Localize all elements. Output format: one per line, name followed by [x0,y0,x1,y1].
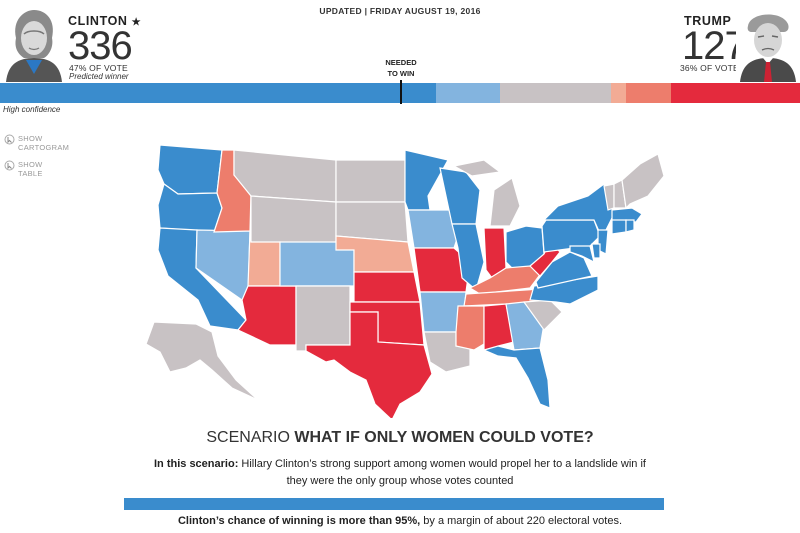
state-az[interactable] [237,285,297,346]
state-nd[interactable] [335,159,406,203]
clinton-vote-share: 47% OF VOTE [69,63,128,73]
state-md[interactable] [569,245,595,264]
scenario-heading: SCENARIO WHAT IF ONLY WOMEN COULD VOTE? [0,429,800,447]
needed-to-win-label: NEEDED TO WIN [376,57,426,79]
state-mi[interactable] [452,159,521,227]
state-mt[interactable] [233,149,337,203]
show-table-toggle[interactable]: SHOW TABLE [4,160,43,178]
show-table-line-2: TABLE [18,169,43,178]
cursor-hand-icon [4,160,15,171]
state-nm[interactable] [295,285,351,352]
clinton-portrait [2,4,64,82]
state-fl[interactable] [482,345,551,409]
show-cartogram-toggle[interactable]: SHOW CARTOGRAM [4,134,69,152]
chance-rest: by a margin of about 220 electoral votes… [423,515,623,527]
state-nc[interactable] [529,275,599,305]
trump-portrait [736,4,798,82]
confidence-label: High confidence [3,105,61,114]
win-probability-text: Clinton’s chance of winning is more than… [0,515,800,527]
bar-segment-safe-rep [670,83,800,103]
bar-segment-lean-rep [611,83,626,103]
win-probability-bar [124,498,664,510]
electoral-vote-bar [0,83,800,103]
state-ma[interactable] [611,207,643,223]
bar-segment-lean-dem [435,83,500,103]
state-ct[interactable] [611,219,627,235]
state-me[interactable] [621,153,665,210]
trump-vote-share: 36% OF VOTE [680,63,739,73]
clinton-name-text: CLINTON [68,14,128,28]
state-sd[interactable] [335,201,409,243]
scenario-label: SCENARIO [206,429,290,446]
bar-segment-likely-rep [626,83,671,103]
state-tx[interactable] [305,311,433,418]
needed-line-2: TO WIN [387,69,415,78]
predicted-winner-label: Predicted winner [69,72,129,81]
scenario-intro: In this scenario: [154,458,239,470]
state-mn[interactable] [404,149,449,211]
state-ms[interactable] [455,305,485,351]
scenario-description: In this scenario: Hillary Clinton’s stro… [150,456,650,490]
trump-electoral-votes: 127 [682,24,747,68]
needed-to-win-marker [400,80,402,104]
chance-bold: Clinton’s chance of winning is more than… [177,515,421,527]
state-ak[interactable] [145,321,259,401]
bar-segment-safe-dem [0,83,436,103]
show-table-line-1: SHOW [18,160,43,169]
state-wy[interactable] [250,195,337,245]
needed-line-1: NEEDED [385,58,417,67]
scenario-body: Hillary Clinton’s strong support among w… [241,458,646,487]
trump-name: TRUMP [684,14,732,28]
clinton-name: CLINTON ★ [68,14,141,28]
show-cartogram-line-1: SHOW [18,134,43,143]
state-de[interactable] [591,243,601,259]
show-cartogram-line-2: CARTOGRAM [18,143,70,152]
scenario-question: WHAT IF ONLY WOMEN COULD VOTE? [294,429,594,446]
state-ri[interactable] [625,219,635,233]
state-ks[interactable] [353,271,421,303]
clinton-electoral-votes: 336 [68,24,133,68]
bar-segment-tossup [499,83,612,103]
updated-date: UPDATED | FRIDAY AUGUST 19, 2016 [319,6,481,16]
star-icon: ★ [131,17,142,28]
cursor-hand-icon [4,134,15,145]
us-electoral-map [145,144,665,418]
